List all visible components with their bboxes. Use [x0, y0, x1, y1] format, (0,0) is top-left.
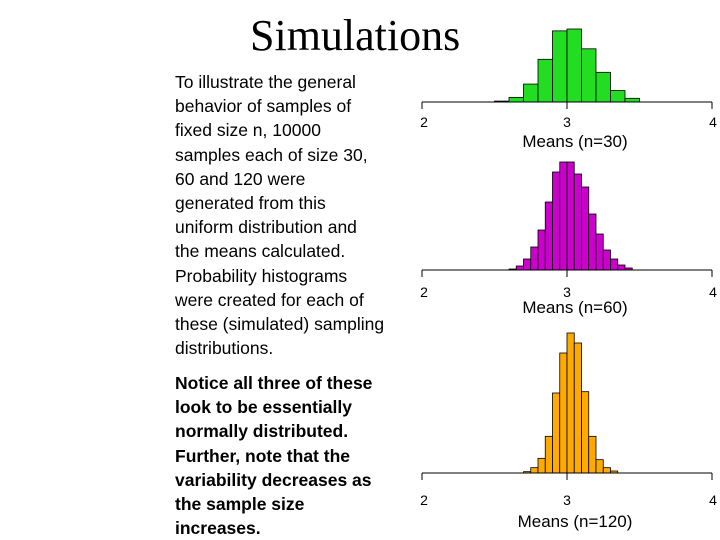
- slide-title: Simulations: [250, 11, 461, 60]
- histogram-2-bar: [537, 229, 546, 271]
- histogram-3-bar: [530, 467, 539, 474]
- histogram-2-bar: [515, 265, 524, 271]
- histogram-2-tick-label: 4: [709, 284, 717, 300]
- histogram-1-bar: [610, 90, 626, 103]
- histogram-2-bar: [523, 258, 532, 271]
- histogram-2-bar: [602, 249, 611, 271]
- histogram-1-tick-label: 4: [709, 114, 717, 130]
- histogram-1-tick-label: 2: [420, 114, 428, 130]
- histogram-3-bar: [566, 332, 575, 474]
- histogram-2-bar: [552, 171, 561, 271]
- histogram-1-x-axis-label: Means (n=30): [522, 132, 627, 151]
- histogram-2-bar: [610, 258, 619, 271]
- histogram-3-x-axis-label: Means (n=120): [518, 512, 633, 531]
- histogram-1-bar: [581, 48, 597, 103]
- note-paragraph: Notice all three of these look to be ess…: [175, 373, 373, 539]
- histogram-2-bar: [559, 161, 568, 271]
- histogram-1-bar: [566, 28, 582, 103]
- intro-paragraph: To illustrate the general behavior of sa…: [175, 72, 385, 359]
- histogram-2-bar: [566, 161, 575, 271]
- histogram-1-bar: [595, 71, 611, 103]
- histogram-1-tick-label: 3: [563, 114, 571, 130]
- histogram-1-bar: [624, 97, 640, 103]
- histogram-2-bar: [617, 264, 626, 271]
- histogram-1-bar: [552, 30, 568, 103]
- histogram-2-tick-label: 2: [420, 284, 428, 300]
- histogram-1-bar: [508, 96, 524, 103]
- histogram-3-bar: [581, 391, 590, 474]
- histogram-3-bar: [588, 435, 597, 474]
- histogram-2-bar: [588, 213, 597, 271]
- histogram-2-bar: [573, 173, 582, 271]
- histogram-3-tick-label: 4: [709, 492, 717, 508]
- histogram-2-bar: [595, 233, 604, 271]
- histogram-3-tick-label: 3: [563, 492, 571, 508]
- histogram-2-bar: [544, 201, 553, 271]
- histogram-3-bar: [602, 467, 611, 474]
- histogram-2-bar: [530, 246, 539, 271]
- histogram-2-x-axis-label: Means (n=60): [522, 298, 627, 317]
- histogram-3-tick-label: 2: [420, 492, 428, 508]
- histogram-3-bar: [537, 457, 546, 474]
- histogram-3-bar: [595, 459, 604, 474]
- histogram-2-bar: [581, 186, 590, 271]
- histogram-1-bar: [537, 58, 553, 103]
- histogram-3-bar: [573, 342, 582, 474]
- histogram-2-tick-label: 3: [563, 284, 571, 300]
- histogram-3-bar: [544, 435, 553, 474]
- histogram-1-bar: [523, 83, 539, 103]
- histogram-3-bar: [552, 392, 561, 474]
- histogram-3-bar: [559, 352, 568, 474]
